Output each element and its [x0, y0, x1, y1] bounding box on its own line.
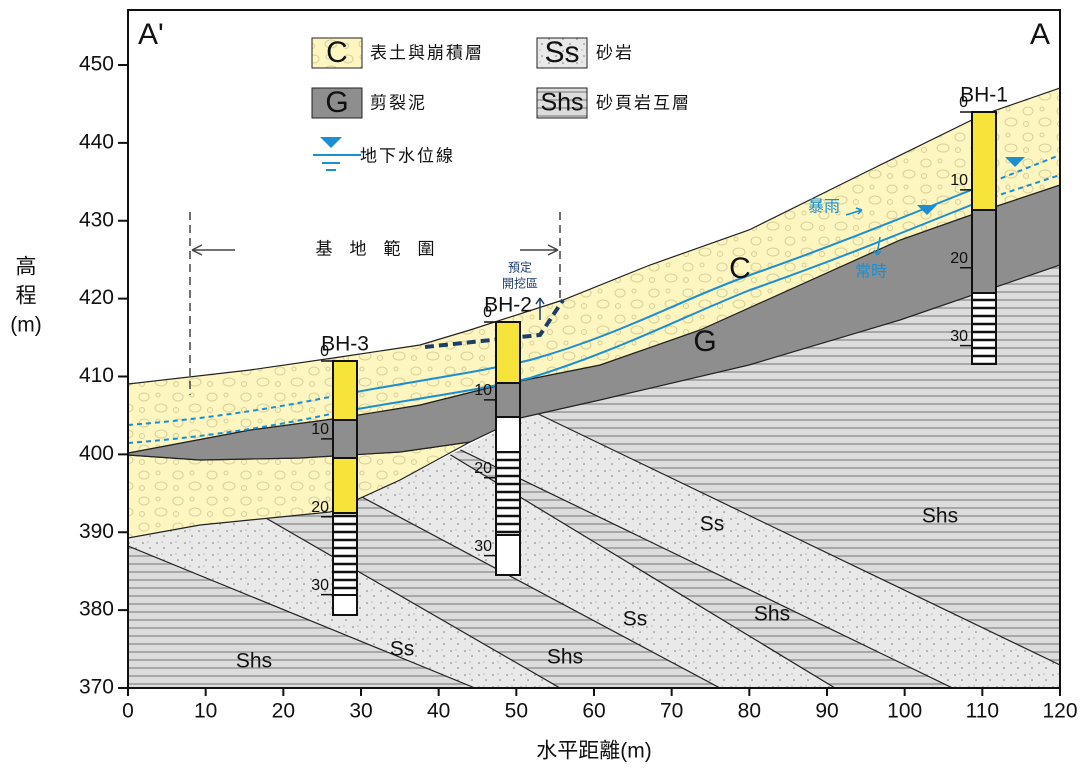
- depth-label: 20: [311, 499, 329, 516]
- excavation-label: 預定: [508, 260, 532, 275]
- y-tick-label: 410: [79, 364, 114, 387]
- depth-label: 0: [483, 304, 492, 321]
- y-tick-label: 390: [79, 520, 114, 543]
- x-tick-label: 110: [966, 700, 999, 723]
- y-axis-title: 程: [16, 285, 37, 308]
- legend-symbol: G: [325, 86, 348, 119]
- x-tick-label: 20: [272, 700, 295, 723]
- y-tick-label: 440: [79, 130, 114, 153]
- layer-label: Ss: [623, 608, 648, 631]
- x-tick-label: 90: [815, 700, 838, 723]
- corner-label: A: [1030, 18, 1050, 51]
- x-tick-label: 10: [194, 700, 217, 723]
- x-axis-title: 水平距離(m): [536, 740, 651, 763]
- depth-label: 20: [950, 250, 968, 267]
- corner-label: A': [138, 18, 164, 51]
- x-tick-label: 40: [427, 700, 450, 723]
- y-tick-label: 400: [79, 442, 114, 465]
- depth-label: 10: [950, 172, 968, 189]
- y-axis-title: (m): [10, 314, 41, 337]
- x-tick-label: 70: [660, 700, 683, 723]
- legend-label: 剪裂泥: [370, 94, 427, 114]
- depth-label: 10: [311, 421, 329, 438]
- depth-label: 10: [474, 382, 492, 399]
- y-tick-label: 370: [79, 676, 114, 699]
- layer-label: C: [729, 252, 751, 285]
- x-tick-label: 120: [1042, 700, 1077, 723]
- legend-label: 砂頁岩互層: [596, 94, 691, 114]
- x-tick-label: 60: [582, 700, 605, 723]
- x-tick-label: 0: [122, 700, 134, 723]
- depth-label: 0: [320, 343, 329, 360]
- depth-label: 30: [474, 538, 492, 555]
- y-tick-label: 380: [79, 598, 114, 621]
- depth-label: 30: [950, 328, 968, 345]
- legend-symbol: Shs: [540, 89, 583, 117]
- y-tick-label: 420: [79, 286, 114, 309]
- x-tick-label: 80: [738, 700, 761, 723]
- layer-label: G: [693, 325, 716, 358]
- layer-label: Shs: [547, 646, 583, 669]
- layer-label: Shs: [236, 650, 272, 673]
- depth-label: 0: [959, 94, 968, 111]
- legend-label: 地下水位線: [360, 147, 455, 167]
- geology: [40, 10, 1060, 740]
- layer-label: Ss: [700, 513, 725, 536]
- cross-section: 基 地 範 圍 C 表土與崩積層 Ss 砂岩 G 剪裂泥 Shs 砂頁岩互層 地…: [0, 0, 1089, 775]
- depth-label: 30: [311, 577, 329, 594]
- y-tick-label: 430: [79, 208, 114, 231]
- water-label: 常時: [855, 262, 887, 281]
- legend-symbol: C: [326, 36, 348, 69]
- layer-label: Ss: [390, 638, 415, 661]
- legend-symbol: Ss: [544, 36, 579, 69]
- layer-label: Shs: [754, 603, 790, 626]
- water-label: 暴雨: [808, 197, 840, 216]
- x-tick-label: 50: [505, 700, 528, 723]
- x-tick-label: 100: [887, 700, 922, 723]
- excavation-label: 開挖區: [502, 276, 538, 291]
- y-axis-title: 高: [16, 256, 37, 279]
- layer-label: Shs: [922, 505, 958, 528]
- x-tick-label: 30: [349, 700, 372, 723]
- legend-label: 砂岩: [596, 44, 634, 64]
- y-tick-label: 450: [79, 53, 114, 76]
- legend-label: 表土與崩積層: [370, 44, 484, 64]
- depth-label: 20: [474, 460, 492, 477]
- site-range-label: 基 地 範 圍: [316, 240, 435, 260]
